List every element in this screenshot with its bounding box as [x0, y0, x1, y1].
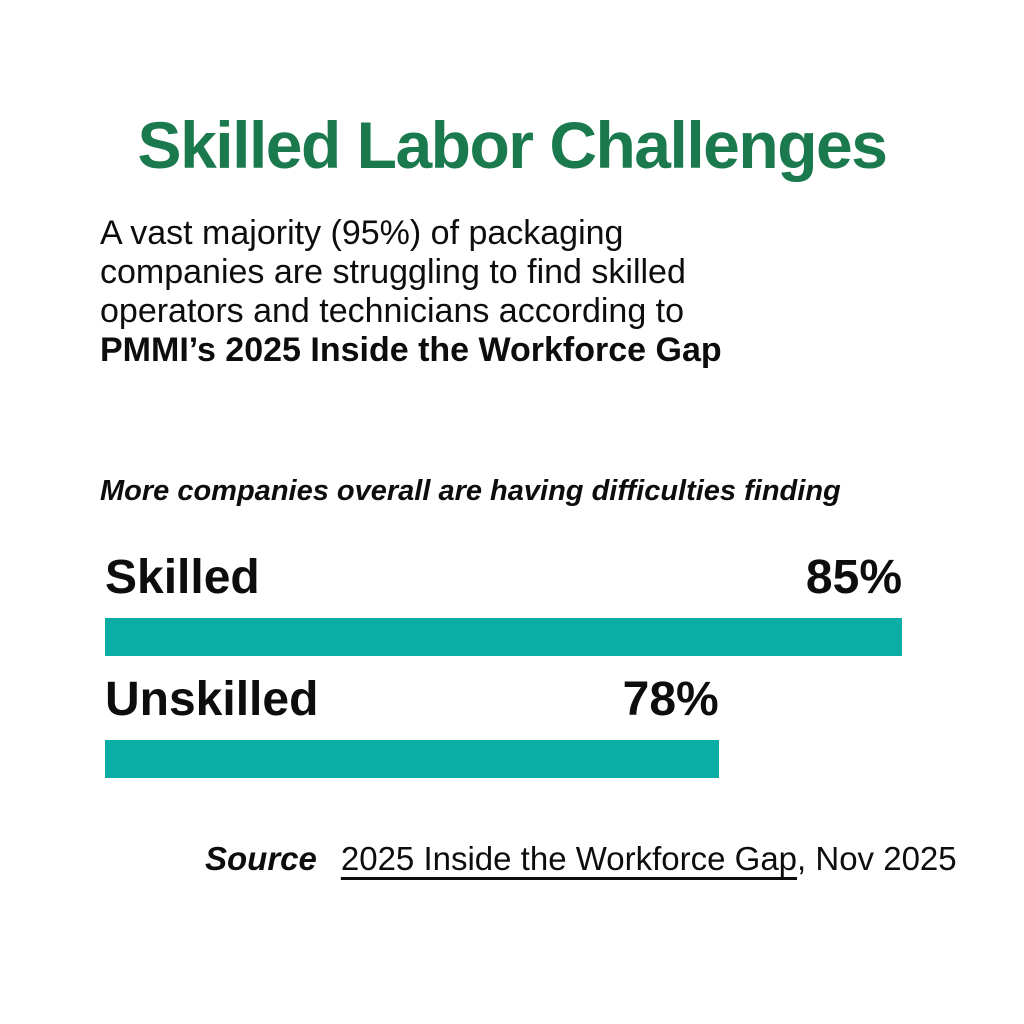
bar-row-unskilled: Unskilled 78%: [105, 672, 902, 778]
bar-value-unskilled: 78%: [622, 672, 719, 726]
bar-label-unskilled: Unskilled: [105, 672, 319, 726]
intro-paragraph: A vast majority (95%) of packaging compa…: [100, 214, 924, 370]
bar-row-unskilled-header: Unskilled 78%: [105, 672, 902, 726]
source-link[interactable]: 2025 Inside the Workforce Gap: [340, 839, 798, 877]
source-label: Source: [205, 839, 317, 877]
bar-unskilled: [105, 739, 719, 778]
bar-row-skilled: Skilled 85%: [105, 550, 902, 656]
bar-skilled: [105, 617, 902, 656]
bar-value-skilled: 85%: [805, 550, 902, 604]
bar-label-skilled: Skilled: [105, 550, 260, 604]
intro-text: A vast majority (95%) of packaging compa…: [100, 213, 686, 330]
source-line: Source 2025 Inside the Workforce Gap , N…: [0, 840, 1024, 878]
source-suffix: , Nov 2025: [797, 839, 957, 877]
bar-chart: Skilled 85% Unskilled 78%: [105, 550, 902, 778]
page-title: Skilled Labor Challenges: [137, 108, 888, 182]
chart-subtitle: More companies overall are having diffic…: [100, 474, 841, 507]
intro-text-bold: PMMI’s 2025 Inside the Workforce Gap: [100, 330, 722, 369]
bar-row-skilled-header: Skilled 85%: [105, 550, 902, 604]
